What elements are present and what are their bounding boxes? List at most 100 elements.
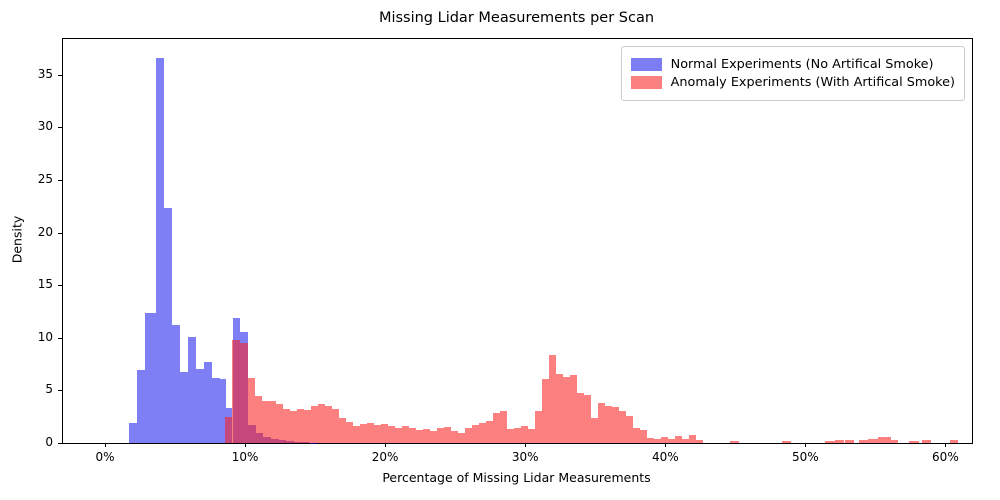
histogram-bar-red [262,400,269,443]
histogram-bar-red [409,428,417,443]
histogram-bar-red [437,428,445,443]
histogram-bar-blue [188,336,197,443]
histogram-bar-red [868,438,879,443]
histogram-bar-red [834,439,845,443]
histogram-bar-red [297,409,304,443]
histogram-bar-red [858,439,869,443]
histogram-bar-red [654,438,662,443]
y-tick-label: 35 [37,66,53,81]
histogram-bar-red [224,416,233,443]
histogram-bar-red [647,437,655,443]
y-tick-label: 10 [37,329,53,344]
histogram-bar-red [276,404,283,443]
legend-entry: Normal Experiments (No Artifical Smoke) [630,57,955,72]
histogram-bar-red [640,430,648,443]
histogram-bar-red [612,407,620,443]
histogram-bar-red [528,429,536,443]
histogram-bar-red [591,417,599,444]
y-tick-label: 5 [45,382,53,397]
x-tick-mark [525,443,527,447]
histogram-bar-red [486,420,494,443]
histogram-bar-red [577,392,585,443]
x-tick-label: 0% [95,450,115,464]
x-tick-label: 20% [371,450,399,464]
histogram-bar-red [781,440,792,443]
x-tick-mark [945,443,947,447]
y-tick-mark [58,285,62,287]
histogram-bar-red [675,435,683,443]
legend-box: Normal Experiments (No Artifical Smoke) A… [620,46,965,101]
x-tick-mark [245,443,247,447]
y-tick-mark [58,337,62,339]
histogram-bar-red [570,374,578,443]
histogram-bar-red [521,426,529,443]
histogram-bar-red [949,439,958,443]
histogram-bar-blue [137,370,146,443]
histogram-bar-red [729,441,740,443]
histogram-bar-red [472,425,480,443]
histogram-bar-red [479,423,487,443]
histogram-bar-red [290,411,297,443]
histogram-bar-red [304,410,311,443]
histogram-bar-red [619,411,627,443]
x-tick-label: 10% [231,450,259,464]
histogram-bar-red [339,417,347,444]
histogram-bar-red [465,428,473,443]
histogram-bar-red [921,439,932,443]
histogram-bar-red [542,378,550,443]
histogram-bar-red [232,339,241,443]
histogram-bar-red [353,426,361,443]
histogram-bar-blue [155,57,164,443]
histogram-bar-red [458,433,466,443]
histogram-bar-red [451,431,459,443]
histogram-bar-red [626,415,634,443]
histogram-bar-red [388,426,396,443]
histogram-bar-red [507,429,515,443]
y-tick-mark [58,180,62,181]
histogram-bar-red [549,354,557,443]
histogram-bar-blue [164,208,173,443]
histogram-bar-red [346,422,354,443]
histogram-bar-blue [172,325,181,443]
histogram-bar-red [661,436,669,443]
histogram-bar-red [248,377,255,443]
histogram-bar-red [535,411,543,443]
histogram-bar-blue [180,371,189,443]
legend-label: Anomaly Experiments (With Artifical Smok… [670,75,955,90]
histogram-bar-red [605,406,613,443]
histogram-bar-red [493,413,501,443]
histogram-bar-red [269,400,276,443]
histogram-bar-red [689,434,697,443]
histogram-bar-red [633,428,641,443]
x-tick-mark [105,443,106,447]
y-tick-mark [58,390,62,392]
histogram-bar-red [584,394,592,443]
x-tick-mark [805,443,807,447]
histogram-bar-red [416,430,424,443]
plot-area: Normal Experiments (No Artifical Smoke) A… [38,38,973,464]
histogram-bar-blue [129,423,138,443]
legend-swatch-blue [630,58,662,71]
x-axis-label: Percentage of Missing Lidar Measurements [382,470,651,485]
histogram-bar-red [500,410,508,443]
legend-swatch-red [630,76,662,89]
x-tick-mark [665,443,667,447]
histogram-bar-red [444,427,452,443]
histogram-bar-red [878,436,891,443]
histogram-bar-red [844,440,855,443]
legend-label: Normal Experiments (No Artifical Smoke) [670,57,934,72]
histogram-bar-red [696,439,704,443]
histogram-bar-red [668,438,676,443]
y-tick-label: 0 [45,435,53,449]
histogram-bar-blue [145,312,156,443]
histogram-bar-red [255,395,262,443]
histogram-bar-red [402,425,410,443]
histogram-bar-red [824,440,835,443]
histogram-bar-blue [196,369,205,443]
y-tick-label: 25 [37,172,53,186]
y-axis-label: Density [9,215,25,264]
histogram-bar-red [318,404,326,443]
y-tick-label: 20 [37,224,53,239]
x-tick-label: 50% [791,450,819,464]
